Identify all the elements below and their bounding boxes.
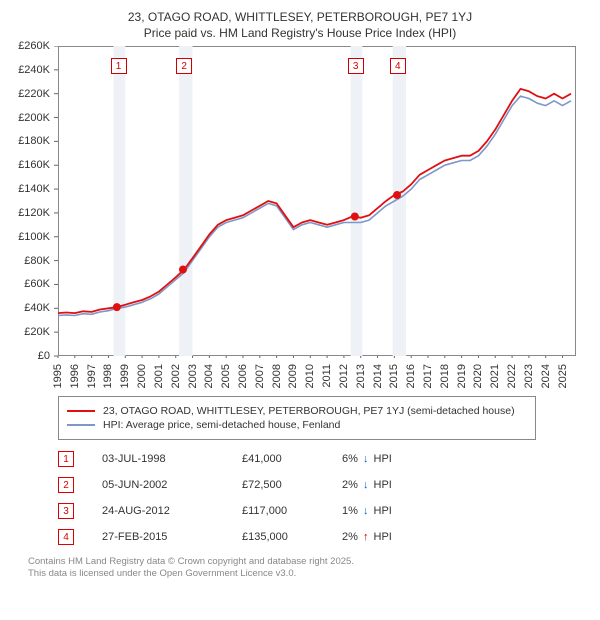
x-tick-label: 2010 — [304, 364, 316, 388]
annotation-marker: 1 — [111, 58, 127, 74]
x-tick-label: 2020 — [472, 364, 484, 388]
event-date: 05-JUN-2002 — [102, 479, 242, 491]
event-price: £117,000 — [242, 505, 342, 517]
x-tick-label: 2005 — [220, 364, 232, 388]
x-tick-label: 1999 — [119, 364, 131, 388]
x-tick-label: 1996 — [69, 364, 81, 388]
legend-label: HPI: Average price, semi-detached house,… — [103, 419, 340, 431]
y-tick-label: £220K — [10, 88, 50, 100]
event-row: 4 27-FEB-2015£135,0002% ↑ HPI — [58, 524, 576, 550]
footer-line-1: Contains HM Land Registry data © Crown c… — [28, 556, 576, 568]
footer-attribution: Contains HM Land Registry data © Crown c… — [28, 556, 576, 580]
x-tick-label: 2011 — [321, 364, 333, 388]
titles: 23, OTAGO ROAD, WHITTLESEY, PETERBOROUGH… — [14, 10, 586, 40]
x-tick-label: 2012 — [338, 364, 350, 388]
delta-arrow-icon: ↓ — [363, 505, 369, 517]
event-row: 3 24-AUG-2012£117,0001% ↓ HPI — [58, 498, 576, 524]
x-tick-label: 2013 — [355, 364, 367, 388]
event-date: 27-FEB-2015 — [102, 531, 242, 543]
x-tick-label: 2016 — [405, 364, 417, 388]
x-tick-label: 2017 — [422, 364, 434, 388]
legend-swatch — [67, 410, 95, 412]
y-tick-label: £120K — [10, 207, 50, 219]
y-tick-label: £240K — [10, 64, 50, 76]
x-tick-label: 2009 — [287, 364, 299, 388]
event-date: 03-JUL-1998 — [102, 453, 242, 465]
y-tick-label: £0 — [10, 350, 50, 362]
y-tick-label: £20K — [10, 326, 50, 338]
delta-arrow-icon: ↓ — [363, 453, 369, 465]
delta-arrow-icon: ↑ — [363, 531, 369, 543]
event-marker: 2 — [58, 477, 74, 493]
event-price: £135,000 — [242, 531, 342, 543]
x-tick-label: 2001 — [153, 364, 165, 388]
event-marker: 1 — [58, 451, 74, 467]
x-tick-label: 2004 — [203, 364, 215, 388]
legend-item: HPI: Average price, semi-detached house,… — [67, 419, 527, 431]
annotation-marker: 2 — [176, 58, 192, 74]
event-delta: 2% ↑ HPI — [342, 531, 432, 543]
x-tick-label: 1998 — [102, 364, 114, 388]
annotation-marker: 4 — [390, 58, 406, 74]
y-tick-label: £180K — [10, 135, 50, 147]
legend-box: 23, OTAGO ROAD, WHITTLESEY, PETERBOROUGH… — [58, 396, 536, 440]
y-tick-label: £260K — [10, 40, 50, 52]
x-tick-label: 2006 — [237, 364, 249, 388]
event-marker: 4 — [58, 529, 74, 545]
y-tick-label: £200K — [10, 112, 50, 124]
y-tick-label: £60K — [10, 278, 50, 290]
event-delta: 6% ↓ HPI — [342, 453, 432, 465]
x-tick-label: 2002 — [170, 364, 182, 388]
y-tick-label: £100K — [10, 231, 50, 243]
event-row: 1 03-JUL-1998£41,0006% ↓ HPI — [58, 446, 576, 472]
x-tick-label: 2025 — [557, 364, 569, 388]
legend-swatch — [67, 424, 95, 426]
x-tick-label: 2014 — [372, 364, 384, 388]
event-price: £72,500 — [242, 479, 342, 491]
event-date: 24-AUG-2012 — [102, 505, 242, 517]
event-row: 2 05-JUN-2002£72,5002% ↓ HPI — [58, 472, 576, 498]
events-table: 103-JUL-1998£41,0006% ↓ HPI205-JUN-2002£… — [58, 446, 576, 550]
x-tick-label: 2008 — [271, 364, 283, 388]
x-tick-label: 2019 — [456, 364, 468, 388]
figure-title: 23, OTAGO ROAD, WHITTLESEY, PETERBOROUGH… — [14, 10, 586, 24]
plot-svg — [14, 46, 578, 358]
y-tick-label: £40K — [10, 302, 50, 314]
figure-subtitle: Price paid vs. HM Land Registry's House … — [14, 26, 586, 40]
y-tick-label: £140K — [10, 183, 50, 195]
event-delta: 2% ↓ HPI — [342, 479, 432, 491]
figure-container: 23, OTAGO ROAD, WHITTLESEY, PETERBOROUGH… — [0, 0, 600, 620]
footer-line-2: This data is licensed under the Open Gov… — [28, 568, 576, 580]
legend-label: 23, OTAGO ROAD, WHITTLESEY, PETERBOROUGH… — [103, 405, 515, 417]
x-tick-label: 2007 — [254, 364, 266, 388]
annotation-marker: 3 — [348, 58, 364, 74]
legend-item: 23, OTAGO ROAD, WHITTLESEY, PETERBOROUGH… — [67, 405, 527, 417]
event-delta: 1% ↓ HPI — [342, 505, 432, 517]
x-tick-label: 2003 — [187, 364, 199, 388]
event-price: £41,000 — [242, 453, 342, 465]
x-tick-label: 1995 — [52, 364, 64, 388]
x-tick-label: 2018 — [439, 364, 451, 388]
x-tick-label: 2015 — [388, 364, 400, 388]
delta-arrow-icon: ↓ — [363, 479, 369, 491]
x-tick-label: 2023 — [523, 364, 535, 388]
y-tick-label: £80K — [10, 255, 50, 267]
x-tick-label: 2021 — [489, 364, 501, 388]
event-marker: 3 — [58, 503, 74, 519]
x-tick-label: 2024 — [540, 364, 552, 388]
y-tick-label: £160K — [10, 159, 50, 171]
x-tick-label: 2022 — [506, 364, 518, 388]
chart-area: £0£20K£40K£60K£80K£100K£120K£140K£160K£1… — [14, 46, 576, 386]
x-tick-label: 2000 — [136, 364, 148, 388]
x-tick-label: 1997 — [86, 364, 98, 388]
